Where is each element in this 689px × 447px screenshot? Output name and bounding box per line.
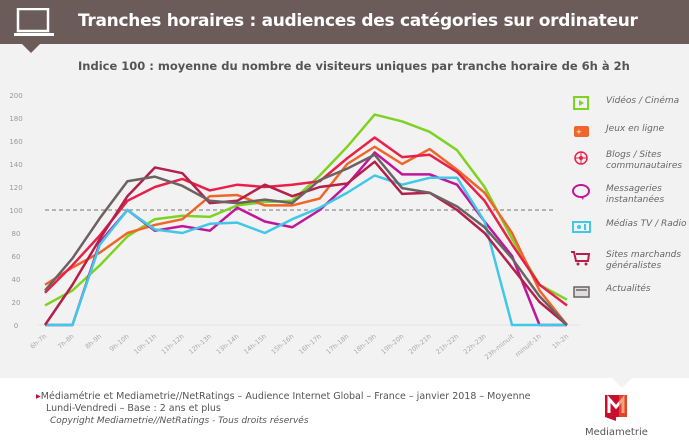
x-tick-label: 1h-2h — [551, 332, 571, 350]
newspaper-icon — [573, 286, 590, 298]
y-tick-label: 60 — [12, 253, 21, 261]
x-tick-label: 16h-17h — [297, 332, 323, 356]
x-tick-label: 7h-8h — [56, 332, 76, 350]
y-tick-label: 0 — [14, 322, 18, 330]
legend-item: Médias TV / Radio — [570, 219, 689, 235]
speech-bubble-icon — [572, 184, 590, 200]
legend-label: Médias TV / Radio — [606, 219, 687, 229]
legend-item: + Jeux en ligne — [570, 124, 689, 140]
x-tick-label: 9h-10h — [108, 332, 131, 353]
x-tick-label: 20h-21h — [407, 332, 433, 356]
x-tick-label: 12h-13h — [187, 332, 213, 356]
gamepad-icon: + — [574, 126, 589, 137]
y-tick-label: 100 — [9, 207, 22, 215]
series-line — [44, 136, 568, 307]
legend-item: Vidéos / Cinéma — [570, 96, 689, 112]
x-tick-label: 18h-19h — [352, 332, 378, 356]
header-band: Tranches horaires : audiences des catégo… — [0, 0, 689, 53]
x-tick-label: 6h-7h — [29, 332, 49, 350]
source-line: Médiamétrie et Mediametrie//NetRatings –… — [40, 391, 531, 402]
legend-item: Actualités — [570, 284, 689, 300]
legend-label: Actualités — [606, 284, 651, 294]
legend-item: Blogs / Sites communautaires — [570, 150, 689, 172]
video-play-icon — [573, 96, 589, 110]
base-line: Lundi-Vendredi – Base : 2 ans et plus — [46, 403, 221, 414]
legend-item: Sites marchands généralistes — [570, 250, 689, 272]
shopping-cart-icon — [571, 251, 591, 266]
legend-label: Jeux en ligne — [606, 124, 665, 134]
y-tick-label: 200 — [9, 92, 22, 100]
x-tick-label: 21h-22h — [434, 332, 460, 356]
x-tick-label: minuit-1h — [514, 332, 543, 358]
legend-item: Messageries instantanées — [570, 184, 689, 206]
y-tick-label: 140 — [9, 161, 22, 169]
radio-icon — [572, 221, 591, 233]
page-title: Tranches horaires : audiences des catégo… — [78, 11, 638, 31]
y-tick-label: 20 — [12, 299, 21, 307]
x-tick-label: 23h-minuit — [483, 332, 516, 361]
x-tick-label: 22h-23h — [462, 332, 488, 356]
y-tick-label: 180 — [9, 115, 22, 123]
x-tick-label: 19h-20h — [380, 332, 406, 356]
x-tick-label: 10h-11h — [132, 332, 158, 356]
series-line — [44, 113, 568, 307]
chart-panel: Indice 100 : moyenne du nombre de visite… — [0, 44, 689, 388]
series-line — [45, 174, 567, 327]
x-tick-label: 15h-16h — [270, 332, 296, 356]
x-tick-label: 17h-18h — [325, 332, 351, 356]
mediametrie-logo: Mediametrie — [585, 395, 648, 438]
footer: ▸Médiamétrie et Mediametrie//NetRatings … — [36, 391, 531, 426]
y-tick-label: 40 — [12, 276, 21, 284]
legend-label: Vidéos / Cinéma — [606, 96, 680, 106]
series-line — [44, 145, 568, 326]
x-tick-label: 14h-15h — [242, 332, 268, 356]
legend-label: Sites marchands généralistes — [606, 250, 682, 271]
line-chart: 0 20 40 60 80 100 120 140 160 180 200 6h-7h 7h-8h 8h-… — [9, 92, 580, 361]
svg-text:+: + — [576, 128, 582, 136]
x-tick-label: 13h-14h — [215, 332, 241, 356]
chart-title: Indice 100 : moyenne du nombre de visite… — [78, 59, 630, 73]
legend-label: Blogs / Sites communautaires — [606, 150, 683, 171]
x-tick-label: 8h-9h — [84, 332, 104, 350]
laptop-icon — [14, 8, 54, 36]
y-tick-label: 120 — [9, 184, 22, 192]
network-icon — [574, 151, 588, 165]
series-line — [44, 153, 568, 326]
x-tick-label: 11h-12h — [160, 332, 186, 356]
y-tick-label: 160 — [9, 138, 22, 146]
y-tick-label: 80 — [12, 230, 21, 238]
legend-label: Messageries instantanées — [606, 184, 665, 205]
copyright: Copyright Mediametrie//NetRatings - Tous… — [50, 416, 309, 426]
